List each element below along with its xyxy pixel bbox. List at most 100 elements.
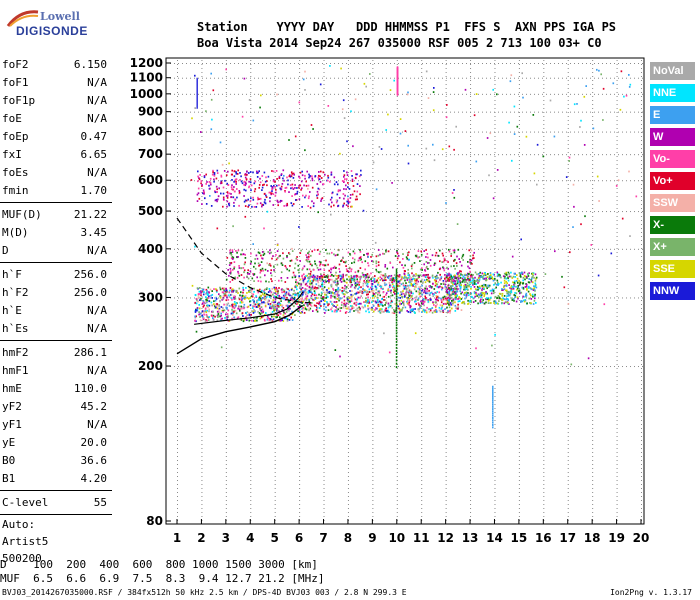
grid-dot-v (347, 156, 349, 157)
echo-point (266, 318, 269, 321)
grid-dot-v (177, 124, 178, 125)
grid-dot-v (518, 244, 520, 245)
echo-point (243, 295, 245, 298)
echo-point (258, 312, 261, 314)
grid-dot-v (592, 248, 594, 249)
grid-dot-v (543, 228, 545, 229)
grid-dot-v (445, 248, 447, 249)
grid-dot-v (372, 216, 374, 217)
grid-dot-h (254, 93, 255, 95)
grid-dot-h (230, 131, 231, 133)
grid-dot-h (322, 248, 323, 250)
grid-dot-v (299, 352, 301, 353)
grid-dot-v (250, 384, 252, 385)
grid-dot-v (445, 296, 447, 297)
grid-dot-v (201, 396, 203, 397)
grid-dot-v (274, 220, 276, 221)
grid-dot-h (286, 248, 287, 250)
grid-dot-v (347, 348, 349, 349)
grid-dot-h (242, 131, 243, 133)
grid-dot-v (445, 416, 447, 417)
grid-dot-h (174, 180, 175, 182)
echo-point (217, 316, 219, 318)
echo-point (331, 303, 333, 305)
grid-dot-h (234, 131, 235, 133)
grid-dot-h (222, 63, 223, 64)
grid-dot-v (445, 212, 447, 213)
grid-dot-v (494, 164, 496, 165)
grid-dot-v (177, 88, 178, 89)
grid-dot-v (421, 508, 423, 509)
param-row: foF1p N/A (0, 92, 112, 110)
grid-dot-h (354, 93, 355, 95)
echo-point (324, 312, 326, 314)
grid-dot-v (225, 60, 227, 61)
grid-dot-v (250, 504, 252, 505)
grid-dot-v (347, 236, 349, 237)
grid-dot-v (518, 412, 520, 413)
echo-point (235, 304, 237, 307)
grid-dot-v (543, 504, 545, 505)
echo-point (204, 301, 207, 304)
grid-dot-v (225, 256, 227, 257)
grid-dot-h (502, 111, 503, 113)
grid-dot-h (606, 111, 607, 113)
grid-dot-v (421, 368, 423, 369)
echo-point (354, 298, 357, 301)
grid-dot-v (421, 196, 423, 197)
grid-dot-h (470, 154, 471, 156)
grid-dot-v (543, 256, 545, 257)
grid-dot-v (616, 516, 618, 517)
echo-point (421, 293, 424, 296)
grid-dot-v (616, 104, 618, 105)
grid-dot-v (177, 364, 178, 365)
grid-dot-v (372, 64, 374, 65)
grid-dot-v (421, 288, 423, 289)
grid-dot-v (177, 372, 178, 373)
echo-point (347, 306, 350, 309)
grid-dot-h (354, 77, 355, 79)
grid-dot-h (454, 131, 455, 133)
grid-dot-v (641, 276, 642, 277)
grid-dot-v (323, 372, 325, 373)
grid-dot-h (310, 131, 311, 133)
grid-dot-v (641, 196, 642, 197)
grid-dot-v (225, 104, 227, 105)
echo-point (275, 286, 277, 289)
grid-dot-v (567, 148, 569, 149)
grid-dot-v (470, 184, 472, 185)
grid-dot-h (270, 366, 271, 368)
grid-dot-h (318, 111, 319, 113)
grid-dot-h (470, 248, 471, 250)
grid-dot-h (342, 248, 343, 250)
grid-dot-h (274, 366, 275, 368)
grid-dot-v (274, 172, 276, 173)
grid-dot-v (445, 164, 447, 165)
grid-dot-v (201, 392, 203, 393)
grid-dot-v (372, 252, 374, 253)
grid-dot-h (382, 154, 383, 156)
grid-dot-v (299, 244, 301, 245)
grid-dot-h (426, 93, 427, 95)
grid-dot-v (323, 224, 325, 225)
grid-dot-v (421, 180, 423, 181)
grid-dot-v (299, 476, 301, 477)
grid-dot-v (250, 188, 252, 189)
grid-dot-h (366, 154, 367, 156)
grid-dot-v (518, 344, 520, 345)
grid-dot-v (445, 324, 447, 325)
grid-dot-h (282, 180, 283, 182)
grid-dot-v (567, 232, 569, 233)
grid-dot-v (396, 248, 398, 249)
grid-dot-h (278, 154, 279, 156)
grid-dot-h (522, 154, 523, 156)
echo-point (447, 287, 449, 290)
echo-point (411, 297, 414, 300)
echo-point (263, 289, 265, 292)
grid-dot-h (454, 111, 455, 113)
grid-dot-v (543, 148, 545, 149)
grid-dot-h (366, 63, 367, 64)
echo-point (214, 315, 216, 318)
grid-dot-h (458, 131, 459, 133)
grid-dot-h (554, 248, 555, 250)
